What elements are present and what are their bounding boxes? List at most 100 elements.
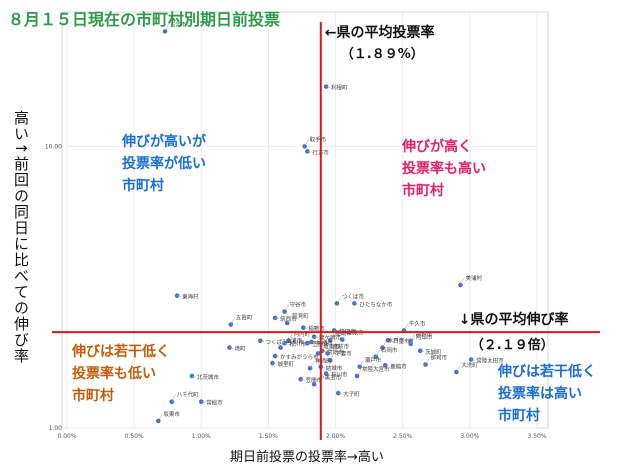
leader-line: [300, 378, 305, 381]
quadrant-high-growth-high-rate-line: 伸びが高く: [401, 138, 472, 155]
data-point: [307, 365, 313, 371]
point-label: 日立市: [393, 337, 410, 345]
leader-line: [471, 359, 476, 361]
quadrant-low-growth-high-rate-line: 投票率は高い: [498, 385, 582, 402]
leader-line: [158, 413, 163, 421]
avg-rate-value: （１.８９%）: [341, 46, 424, 62]
data-point: [156, 418, 161, 424]
point-label: 茨城町: [425, 348, 442, 356]
point-label: 笠間市: [306, 376, 323, 384]
leader-line: [420, 350, 425, 353]
point-label: 常陸大宮市: [362, 365, 390, 373]
leader-line: [191, 375, 196, 378]
leader-line: [342, 332, 347, 340]
leader-line: [303, 327, 308, 329]
quadrant-high-growth-high-rate-line: 市町村: [402, 182, 444, 199]
x-tick-label: 0.00%: [57, 433, 76, 440]
x-tick-label: 2.00%: [326, 433, 345, 440]
point-label: 坂東市: [163, 410, 180, 418]
x-tick-label: 1.00%: [192, 433, 211, 440]
leader-line: [284, 342, 289, 345]
point-label: 土浦市: [286, 337, 303, 345]
point-label: 阿見町: [292, 312, 309, 320]
leader-line: [326, 86, 331, 88]
point-label: 石岡市: [381, 346, 398, 354]
leader-line: [338, 392, 343, 395]
leader-line: [314, 336, 319, 338]
data-point: [458, 282, 463, 288]
chart-title: ８月１５日現在の市町村別期日前投票: [8, 10, 280, 29]
quadrant-low-growth-low-rate-line: 伸びは若干低く: [71, 343, 170, 360]
x-tick-label: 1.50%: [259, 433, 278, 440]
point-label: 筑西市: [280, 315, 297, 323]
data-point: [325, 351, 330, 356]
quadrant-high-growth-high-rate-line: 投票率も高い: [402, 160, 486, 177]
point-label: 神栖市: [316, 339, 333, 347]
leader-line: [382, 340, 387, 348]
point-label: 守谷市: [290, 301, 307, 309]
leader-line: [329, 333, 335, 341]
leader-line: [171, 394, 176, 402]
avg-rate-label: ←県の平均投票率: [325, 24, 435, 41]
x-axis-label: 期日前投票の投票率→高い: [230, 450, 384, 465]
point-label: 八千代町: [177, 391, 200, 399]
data-point: [315, 351, 321, 356]
point-label: 常総市: [327, 348, 344, 356]
data-point: [380, 345, 385, 350]
point-label: 常陸太田市: [476, 357, 504, 365]
avg-growth-value: （２.１９倍）: [471, 337, 554, 353]
x-tick-label: 0.50%: [125, 433, 144, 440]
avg-growth-label: ↓県の平均伸び率: [459, 311, 569, 328]
quadrant-low-growth-low-rate-line: 市町村: [72, 387, 114, 404]
leader-line: [229, 347, 234, 349]
leader-line: [425, 357, 430, 365]
point-label: 古河市: [170, 20, 187, 28]
quadrant-high-growth-low-rate-line: 市町村: [122, 177, 164, 194]
point-label: 坂東市: [323, 342, 340, 350]
point-label: 桜川市: [331, 371, 348, 379]
leader-line: [354, 303, 359, 305]
leader-line: [460, 277, 465, 286]
data-point: [373, 354, 379, 360]
point-label: 瀬戸市: [365, 356, 382, 364]
leader-line: [275, 355, 280, 358]
leader-line: [284, 304, 289, 312]
point-label: 阿知市: [416, 333, 433, 341]
point-label: 那珂市: [416, 330, 433, 338]
leader-line: [307, 151, 312, 153]
leader-line: [456, 364, 461, 373]
leader-line: [375, 349, 381, 357]
leader-line: [260, 340, 265, 343]
point-label: 桜川市: [290, 340, 307, 348]
leader-line: [403, 323, 409, 331]
data-point: [311, 381, 317, 387]
data-point: [339, 337, 345, 342]
leader-line: [356, 368, 362, 377]
leader-line: [410, 336, 415, 344]
leader-line: [288, 333, 293, 341]
point-label: 取手市: [310, 135, 327, 143]
x-tick-label: 3.50%: [527, 433, 546, 440]
data-point: [354, 373, 360, 379]
leader-line: [280, 340, 285, 348]
leader-line: [311, 341, 316, 344]
point-label: 那珂市: [431, 354, 448, 362]
point-label: 大子町: [343, 390, 360, 398]
leader-line: [313, 377, 319, 385]
point-label: 利根町: [331, 84, 348, 92]
point-label: 下妻市: [335, 349, 352, 357]
point-label: つくば市: [342, 292, 365, 300]
leader-line: [177, 295, 182, 297]
leader-line: [304, 139, 309, 147]
x-tick-label: 2.50%: [393, 433, 412, 440]
point-label: 東海村: [182, 293, 199, 301]
point-label: 神栖町: [315, 357, 332, 365]
point-label: 牛久市: [409, 319, 426, 327]
leader-line: [164, 24, 170, 32]
point-label: 境町: [234, 345, 246, 353]
point-label: かすみがうら市: [280, 353, 319, 361]
point-label: 城里町: [277, 361, 294, 368]
data-point: [278, 345, 283, 350]
leader-line: [230, 317, 236, 325]
quadrant-high-growth-low-rate-line: 伸びが高いが: [121, 133, 207, 150]
